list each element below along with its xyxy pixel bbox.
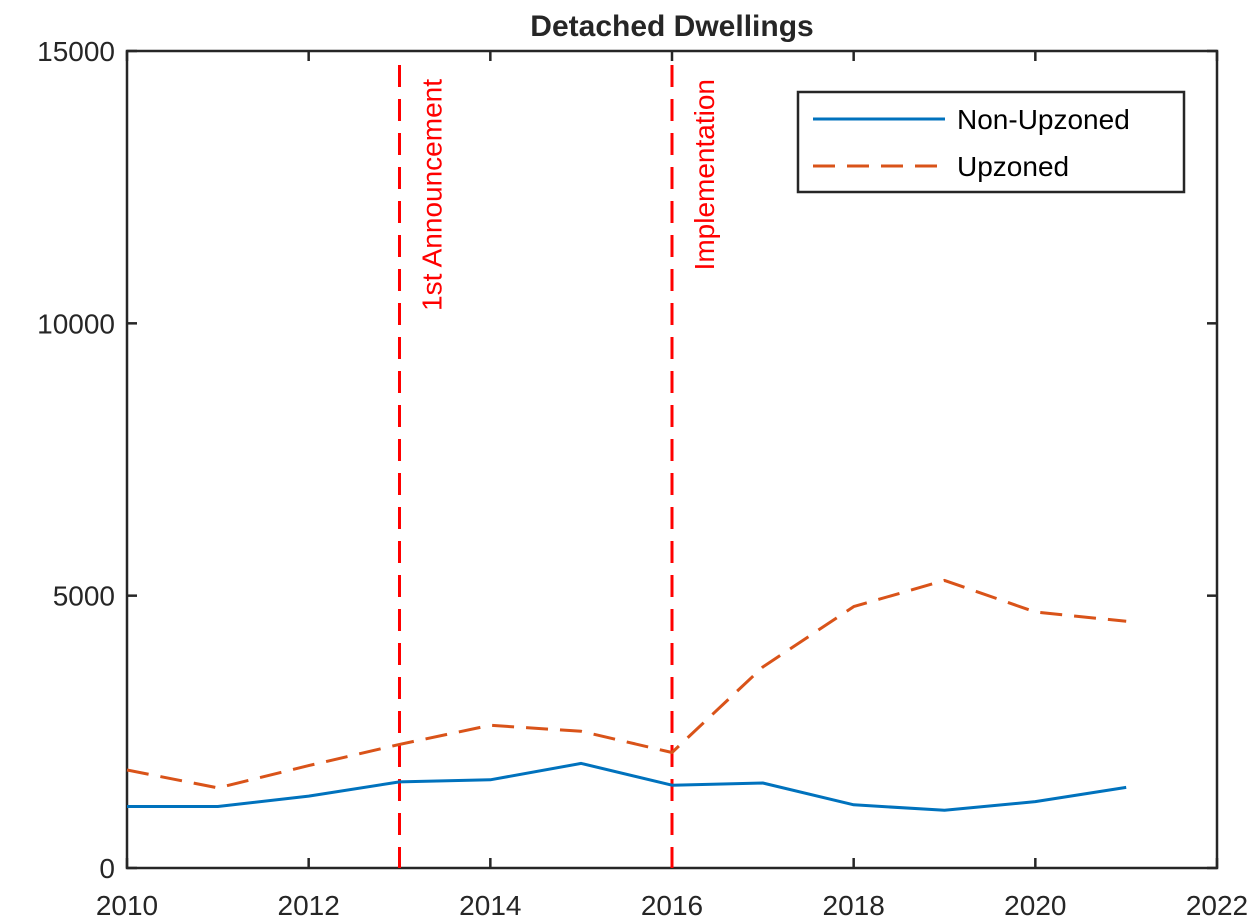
x-tick-label: 2010 <box>96 890 158 921</box>
y-tick-label: 5000 <box>53 581 115 612</box>
y-tick-label: 15000 <box>37 36 115 67</box>
event-label-implementation: Implementation <box>689 79 720 270</box>
x-tick-label: 2016 <box>641 890 703 921</box>
y-tick-label: 10000 <box>37 308 115 339</box>
series-line-upzoned <box>126 578 1127 790</box>
plot-area: 2010 2012 2014 2016 2018 2020 2022 0 5000 10000 15… <box>37 36 1248 921</box>
chart-title: Detached Dwellings <box>530 10 813 43</box>
x-tick-label: 2022 <box>1186 890 1248 921</box>
x-tick-label: 2020 <box>1004 890 1066 921</box>
x-tick-label: 2012 <box>278 890 340 921</box>
legend-box <box>796 90 1186 194</box>
legend-label-non-upzoned: Non-Upzoned <box>957 104 1130 135</box>
y-tick-label: 0 <box>99 853 115 884</box>
legend-label-upzoned: Upzoned <box>957 151 1069 182</box>
x-tick-label: 2018 <box>823 890 885 921</box>
series-line-non-upzoned <box>127 761 1127 812</box>
x-tick-label: 2014 <box>459 890 521 921</box>
legend: Non-Upzoned Upzoned <box>796 90 1186 194</box>
event-label-1st-announcement: 1st Announcement <box>417 79 448 311</box>
